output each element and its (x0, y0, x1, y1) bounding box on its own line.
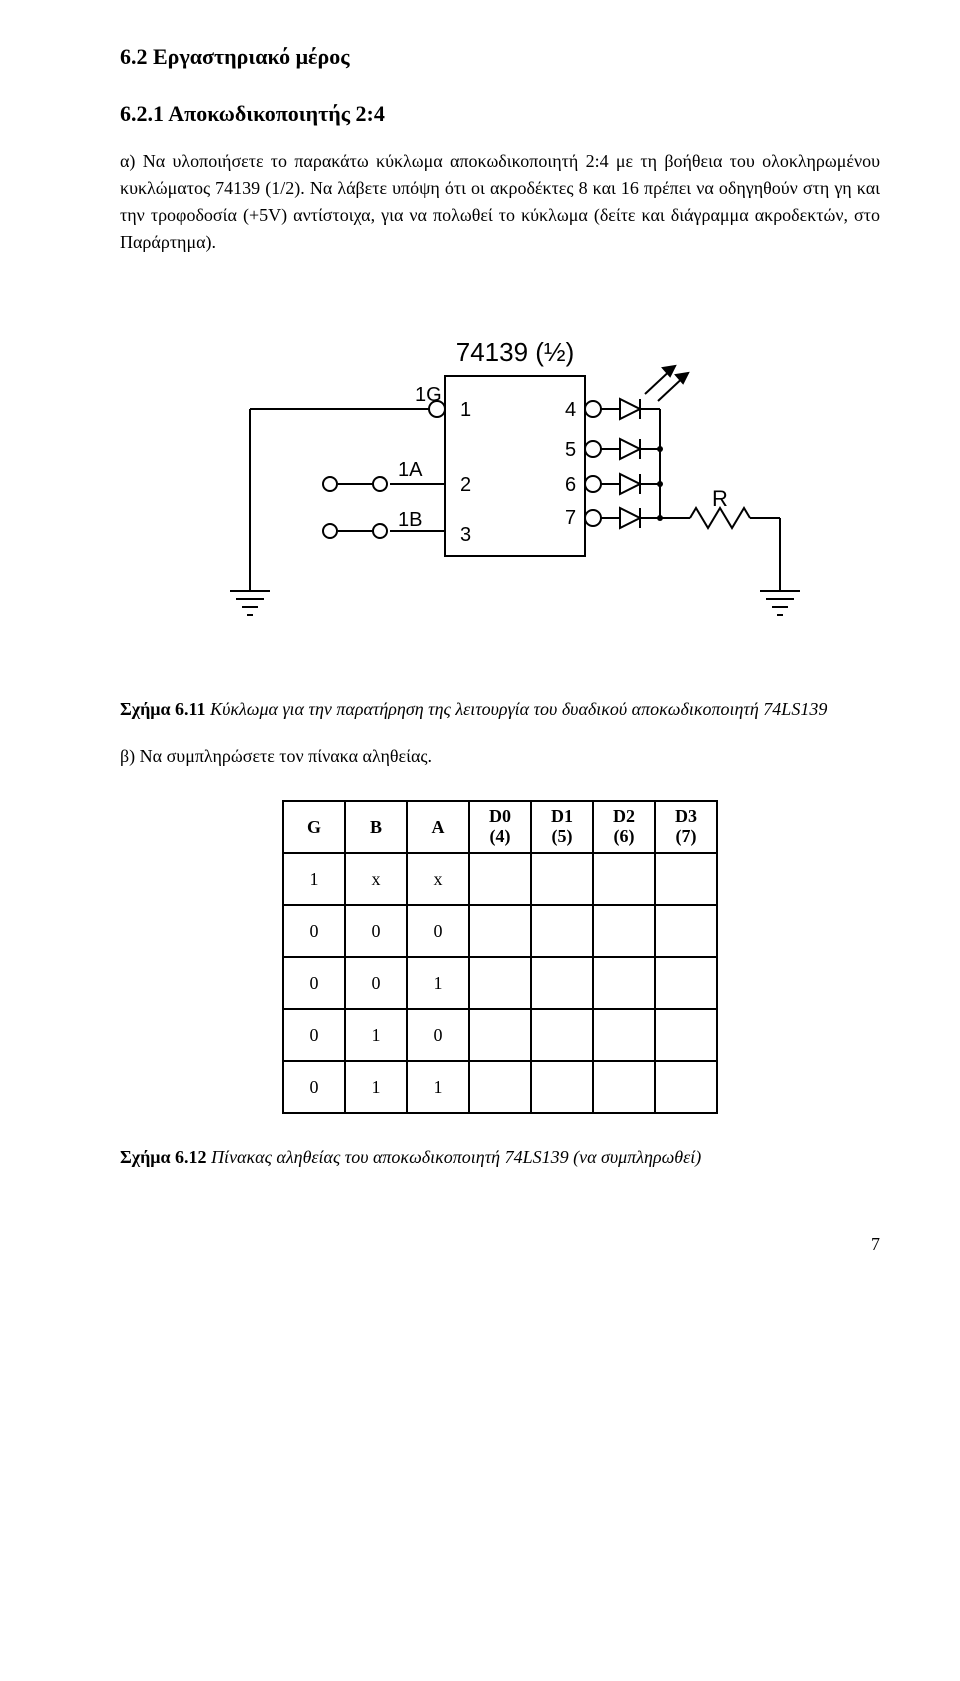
table-cell: 1 (407, 1061, 469, 1113)
inversion-bubble (429, 401, 445, 417)
resistor-label: R (712, 486, 728, 511)
figure-6-12-label: Σχήμα 6.12 (120, 1147, 207, 1167)
th-a: A (407, 801, 469, 853)
table-cell: 0 (283, 1009, 345, 1061)
node-2 (657, 481, 663, 487)
section-heading: 6.2 Εργαστηριακό μέρος (120, 40, 880, 73)
terminal-1b (373, 524, 387, 538)
pin-7: 7 (565, 507, 576, 529)
paragraph-b: β) Να συμπληρώσετε τον πίνακα αληθείας. (120, 743, 880, 770)
led-7 (620, 508, 640, 528)
table-cell (469, 957, 531, 1009)
table-cell (531, 905, 593, 957)
subsection-heading: 6.2.1 Αποκωδικοποιητής 2:4 (120, 97, 880, 130)
figure-6-11-text: Κύκλωμα για την παρατήρηση της λειτουργί… (206, 699, 828, 719)
terminal-1a-outer (323, 477, 337, 491)
table-cell: 0 (345, 957, 407, 1009)
out-bubble-6 (585, 476, 601, 492)
figure-6-11-label: Σχήμα 6.11 (120, 699, 206, 719)
table-row: 000 (283, 905, 717, 957)
th-d2-top: D2 (594, 807, 654, 827)
table-cell (593, 957, 655, 1009)
table-row: 011 (283, 1061, 717, 1113)
th-d0-bot: (4) (470, 827, 530, 847)
out-bubble-7 (585, 510, 601, 526)
pin-2: 2 (460, 474, 471, 496)
table-cell (469, 1061, 531, 1113)
table-row: 010 (283, 1009, 717, 1061)
resistor (690, 508, 750, 528)
th-d1-bot: (5) (532, 827, 592, 847)
out-bubble-5 (585, 441, 601, 457)
th-d3: D3(7) (655, 801, 717, 853)
table-cell (655, 957, 717, 1009)
table-cell: 1 (283, 853, 345, 905)
table-cell: 1 (407, 957, 469, 1009)
table-cell (593, 853, 655, 905)
table-row: 1xx (283, 853, 717, 905)
table-cell (469, 1009, 531, 1061)
th-d0-top: D0 (470, 807, 530, 827)
node-1 (657, 446, 663, 452)
input-1a-label: 1A (398, 459, 423, 481)
table-cell: x (345, 853, 407, 905)
pin-3: 3 (460, 524, 471, 546)
table-cell (655, 1061, 717, 1113)
th-d0: D0(4) (469, 801, 531, 853)
table-cell (531, 1009, 593, 1061)
table-cell: 0 (345, 905, 407, 957)
th-d2: D2(6) (593, 801, 655, 853)
led-6 (620, 474, 640, 494)
figure-6-12-caption: Σχήμα 6.12 Πίνακας αληθείας του αποκωδικ… (120, 1144, 880, 1171)
table-cell (655, 905, 717, 957)
truth-table: G B A D0(4) D1(5) D2(6) D3(7) 1xx0000010… (282, 800, 718, 1114)
pin-1: 1 (460, 399, 471, 421)
table-cell (531, 1061, 593, 1113)
chip-label: 74139 (½) (456, 337, 575, 367)
table-cell: 0 (407, 1009, 469, 1061)
th-d1: D1(5) (531, 801, 593, 853)
table-cell: 0 (283, 905, 345, 957)
th-d1-top: D1 (532, 807, 592, 827)
table-row: 001 (283, 957, 717, 1009)
table-cell (593, 1009, 655, 1061)
table-cell (469, 853, 531, 905)
th-d2-bot: (6) (594, 827, 654, 847)
table-cell (593, 1061, 655, 1113)
circuit-diagram: 74139 (½) 1 2 3 4 5 6 7 1G 1A 1B (120, 316, 880, 656)
figure-6-12-text: Πίνακας αληθείας του αποκωδικοποιητή 74L… (207, 1147, 702, 1167)
terminal-1a (373, 477, 387, 491)
table-cell: 0 (283, 957, 345, 1009)
th-g: G (283, 801, 345, 853)
figure-6-11-caption: Σχήμα 6.11 Κύκλωμα για την παρατήρηση τη… (120, 696, 880, 723)
th-d3-top: D3 (656, 807, 716, 827)
table-cell: 1 (345, 1061, 407, 1113)
table-cell: x (407, 853, 469, 905)
table-cell: 0 (283, 1061, 345, 1113)
table-cell (531, 853, 593, 905)
table-cell: 0 (407, 905, 469, 957)
pin-5: 5 (565, 439, 576, 461)
pin-6: 6 (565, 474, 576, 496)
terminal-1b-outer (323, 524, 337, 538)
paragraph-a: α) Να υλοποιήσετε το παρακάτω κύκλωμα απ… (120, 148, 880, 256)
table-cell (469, 905, 531, 957)
circuit-svg: 74139 (½) 1 2 3 4 5 6 7 1G 1A 1B (190, 316, 810, 656)
table-body: 1xx000001010011 (283, 853, 717, 1113)
page-number: 7 (120, 1231, 880, 1258)
th-b: B (345, 801, 407, 853)
led-4 (620, 399, 640, 419)
table-cell (531, 957, 593, 1009)
led-arrows (645, 366, 688, 401)
out-bubble-4 (585, 401, 601, 417)
table-cell (655, 853, 717, 905)
pin-4: 4 (565, 399, 576, 421)
table-cell (655, 1009, 717, 1061)
input-1b-label: 1B (398, 509, 422, 531)
table-cell (593, 905, 655, 957)
table-cell: 1 (345, 1009, 407, 1061)
led-5 (620, 439, 640, 459)
table-header-row: G B A D0(4) D1(5) D2(6) D3(7) (283, 801, 717, 853)
th-d3-bot: (7) (656, 827, 716, 847)
